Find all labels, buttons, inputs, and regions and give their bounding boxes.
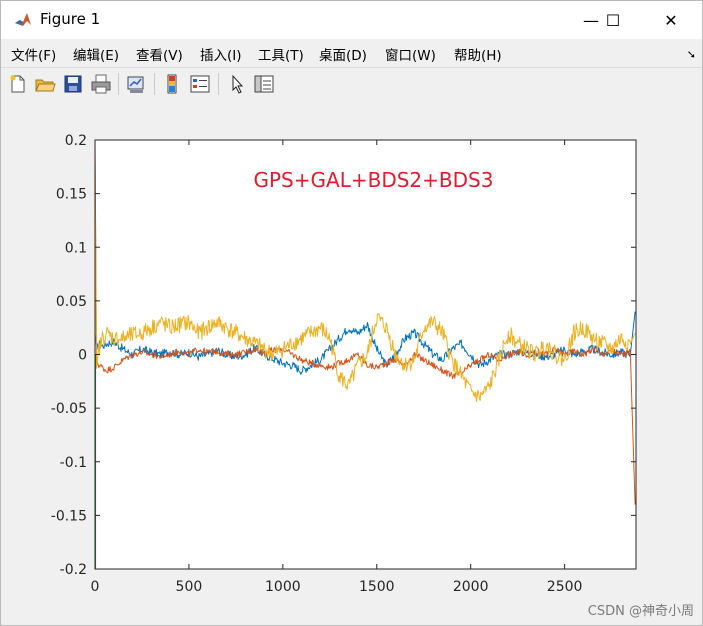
x-tick-label: 0 [91, 579, 100, 595]
dock-arrow-icon[interactable]: ➘ [686, 48, 696, 61]
y-tick-label: 0.1 [65, 240, 87, 256]
y-tick-label: 0.15 [56, 187, 87, 203]
toolbar-separator [154, 73, 155, 95]
watermark: CSDN @神奇小周 [587, 604, 694, 619]
print-icon[interactable] [90, 73, 112, 95]
link-plot-icon[interactable] [125, 73, 147, 95]
series-line-2 [94, 139, 636, 505]
menu-bar: 文件(F) 编辑(E) 查看(V) 插入(I) 工具(T) 桌面(D) 窗口(W… [1, 39, 702, 66]
y-tick-label: 0.2 [65, 133, 87, 149]
maximize-icon: ☐ [605, 10, 621, 30]
y-tick-label: 0 [78, 348, 87, 364]
menu-insert[interactable]: 插入(I) [200, 48, 242, 64]
save-icon[interactable] [62, 73, 84, 95]
maximize-button[interactable]: ☐ [590, 1, 636, 39]
x-tick-label: 2000 [453, 579, 489, 595]
minimize-button[interactable]: — [568, 1, 614, 39]
menu-desktop[interactable]: 桌面(D) [319, 48, 367, 64]
line-chart[interactable]: 0 500 1000 1500 2000 2500 0.2 0.15 0.1 0.05 0 -0.05… [1, 100, 702, 625]
open-file-icon[interactable] [34, 73, 56, 95]
x-tick-label: 1500 [359, 579, 395, 595]
property-inspector-icon[interactable] [253, 73, 275, 95]
toolbar-separator [118, 73, 119, 95]
matlab-logo-icon [14, 11, 32, 29]
menu-window[interactable]: 窗口(W) [385, 48, 436, 64]
new-figure-icon[interactable] [7, 73, 29, 95]
minimize-icon: — [583, 10, 599, 30]
y-tick-label: -0.1 [60, 455, 87, 471]
menu-help[interactable]: 帮助(H) [454, 48, 502, 64]
close-icon: ✕ [664, 10, 678, 30]
x-tick-label: 500 [176, 579, 203, 595]
menu-view[interactable]: 查看(V) [136, 48, 183, 64]
y-tick-label: -0.15 [51, 508, 87, 524]
x-tick-label: 1000 [265, 579, 301, 595]
series-line-3 [94, 161, 636, 403]
pointer-icon[interactable] [226, 73, 248, 95]
chart-annotation: GPS+GAL+BDS2+BDS3 [254, 168, 494, 192]
menu-edit[interactable]: 编辑(E) [73, 48, 120, 64]
plot-area [95, 140, 636, 569]
window-title: Figure 1 [40, 10, 101, 28]
y-tick-label: -0.2 [60, 562, 87, 578]
toolbar-separator [218, 73, 219, 95]
insert-legend-icon[interactable] [189, 73, 211, 95]
series-line-1 [94, 311, 636, 375]
figure-canvas: 0 500 1000 1500 2000 2500 0.2 0.15 0.1 0.05 0 -0.05… [1, 100, 702, 625]
close-button[interactable]: ✕ [648, 1, 694, 39]
x-tick-label: 2500 [547, 579, 583, 595]
menu-file[interactable]: 文件(F) [11, 48, 57, 64]
y-tick-label: -0.05 [51, 401, 87, 417]
y-tick-label: 0.05 [56, 294, 87, 310]
insert-colorbar-icon[interactable] [161, 73, 183, 95]
title-bar: Figure 1 — ☐ ✕ [1, 1, 702, 39]
toolbar [1, 67, 702, 101]
menu-tools[interactable]: 工具(T) [258, 48, 304, 64]
